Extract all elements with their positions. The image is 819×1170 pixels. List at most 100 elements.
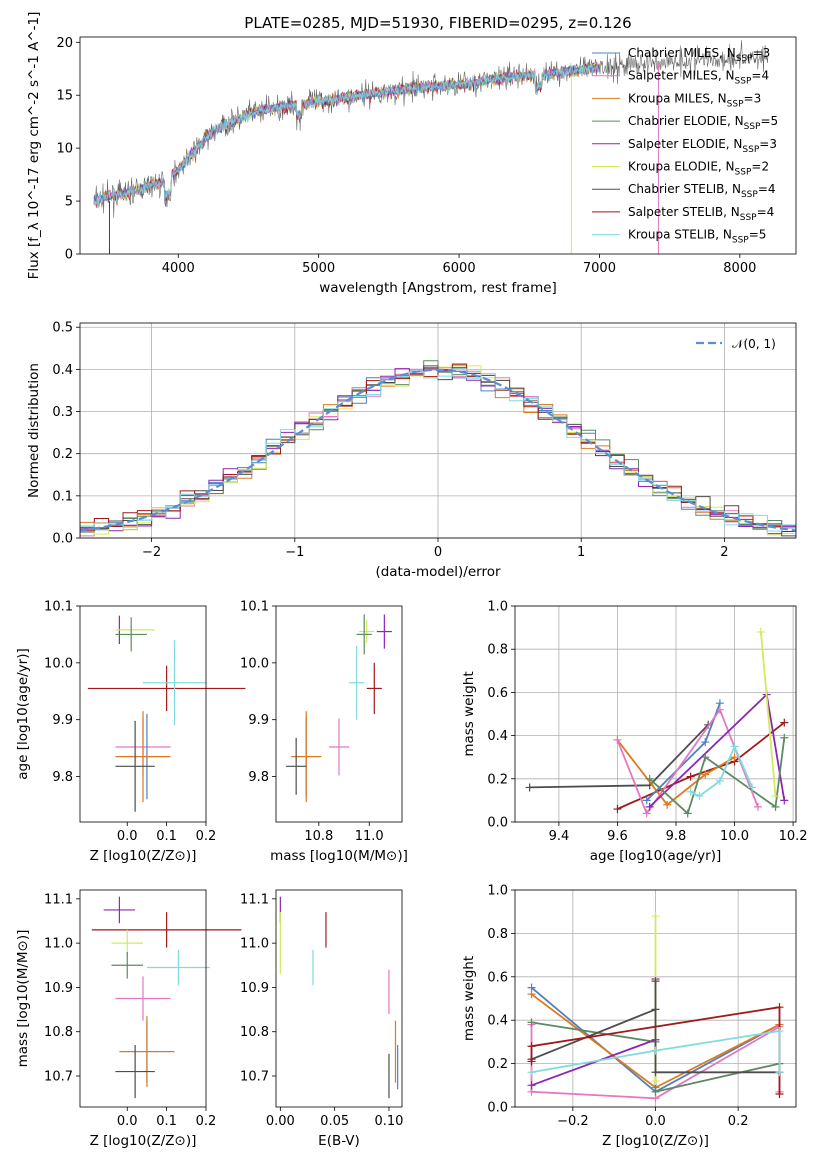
weight-marker: [527, 990, 536, 999]
y-tick-label: 0.6: [487, 970, 508, 985]
age-vs-mass-panel: 10.8 11.0 9.8 9.9 10.0 10.1 mass [log10(M/M⊙)]: [240, 600, 408, 865]
weight-marker: [527, 1081, 536, 1090]
spectrum-kroupa-miles: [93, 62, 600, 205]
x-tick-label: 0.1: [156, 1114, 177, 1129]
y-tick-label: 9.8: [52, 770, 73, 785]
y-tick-label: 10.8: [240, 1025, 269, 1040]
errorbar-chabrier-elodie: [356, 614, 372, 655]
errorbar-kroupa-miles: [119, 1016, 175, 1088]
y-tick-label: 0.8: [487, 927, 508, 942]
y-tick-label: 11.1: [240, 892, 269, 907]
weight-marker: [651, 912, 660, 921]
x-tick-label: 6000: [443, 261, 476, 276]
y-tick-label: 0.8: [487, 643, 508, 658]
legend-label: 𝒩(0, 1): [732, 337, 776, 351]
weight-marker: [780, 733, 789, 742]
weight-marker: [730, 753, 739, 762]
y-tick-label: 10.1: [44, 600, 73, 615]
errorbar-salpeter-miles: [328, 718, 350, 776]
errorbar-chabrier-elodie: [115, 617, 147, 652]
x-tick-label: 0: [434, 545, 442, 560]
spectrum-chabrier-elodie: [93, 61, 600, 205]
x-tick-label: 10.0: [720, 829, 749, 844]
errorbar-kroupa-stelib: [143, 640, 206, 726]
x-tick-label: 4000: [162, 261, 195, 276]
x-tick-label: 7000: [583, 261, 616, 276]
axes-frame: [275, 889, 403, 1108]
weight-marker: [651, 977, 660, 986]
weight-marker: [780, 796, 789, 805]
legend-label: Salpeter STELIB, NSSP=4: [628, 205, 774, 223]
y-tick-label: 9.9: [52, 713, 73, 728]
errorbar-chabrier-stelib: [115, 1045, 155, 1099]
x-tick-label: 2: [720, 545, 728, 560]
errorbar-chabrier-stelib: [115, 720, 155, 812]
weight-marker: [663, 800, 672, 809]
histogram-salpeter-stelib: [80, 364, 796, 532]
weight-marker: [683, 809, 692, 818]
legend-label: Chabrier MILES, NSSP=3: [628, 46, 770, 64]
x-axis-label: Z [log10(Z/Z⊙)]: [602, 1133, 709, 1149]
x-axis-label: mass [log10(M/M⊙)]: [270, 848, 408, 864]
legend-label: Kroupa ELODIE, NSSP=2: [628, 160, 769, 178]
axes-frame: [79, 36, 797, 255]
weight-series-kroupa-elodie: [756, 627, 780, 801]
weight-marker: [701, 770, 710, 779]
x-axis-label: age [log10(age/yr)]: [590, 848, 722, 864]
spectrum-legend: Chabrier MILES, NSSP=3 Salpeter MILES, NS…: [592, 46, 778, 246]
y-tick-label: 5: [65, 195, 73, 210]
weight-marker: [651, 1068, 660, 1077]
x-tick-label: 0.2: [728, 1114, 749, 1129]
y-tick-label: 0.2: [487, 1057, 508, 1072]
x-tick-label: 0.1: [156, 829, 177, 844]
weight-marker: [645, 802, 654, 811]
errorbar-kroupa-stelib: [146, 949, 210, 986]
spectrum-chabrier-miles: [93, 63, 600, 205]
mass-vs-extinction-panel: 0.00 0.05 0.10 10.7 10.8 10.9 11.0 11.1 E(B-V): [240, 889, 403, 1149]
weight-marker: [701, 738, 710, 747]
weight-series-chabrier-elodie: [645, 733, 789, 818]
y-tick-label: 10.9: [240, 981, 269, 996]
y-axis-label: mass [log10(M/M⊙)]: [15, 930, 31, 1068]
x-tick-label: 0.0: [117, 1114, 138, 1129]
y-tick-label: 11.1: [44, 892, 73, 907]
y-tick-label: 0.5: [52, 321, 73, 336]
weight-line: [531, 981, 780, 1074]
weight-marker: [771, 802, 780, 811]
x-tick-label: 9.4: [549, 829, 570, 844]
spectrum-salpeter-stelib: [93, 63, 600, 208]
residual-histogram-panel: −2 −1 0 1 2 0.0 0.1 0.2 0.3 0.4 0.5 (data-model)/er…: [26, 321, 797, 580]
weight-marker: [753, 802, 762, 811]
y-axis-label: Flux [f_λ 10^-17 erg cm^-2 s^-1 A^-1]: [26, 12, 42, 280]
x-tick-label: 0.2: [196, 1114, 217, 1129]
errorbar-kroupa-elodie: [359, 620, 375, 643]
y-tick-label: 10: [56, 142, 73, 157]
errorbar-chabrier-elodie: [111, 952, 143, 979]
weight-line: [760, 631, 777, 797]
weight-marker: [775, 1027, 784, 1036]
weight-marker: [775, 1003, 784, 1012]
legend-label: Chabrier ELODIE, NSSP=5: [628, 114, 778, 132]
y-tick-label: 9.9: [248, 713, 269, 728]
weight-marker: [780, 718, 789, 727]
figure-title: PLATE=0285, MJD=51930, FIBERID=0295, z=0…: [244, 14, 631, 32]
weight-marker: [715, 776, 724, 785]
weight-series-kroupa-stelib: [686, 742, 757, 801]
x-axis-label: Z [log10(Z/Z⊙)]: [90, 1133, 197, 1149]
age-vs-metallicity-panel: 0.0 0.1 0.2 9.8 9.9 10.0 10.1 Z [log10(Z/Z⊙)] ag…: [15, 600, 246, 864]
weight-marker: [695, 792, 704, 801]
spectrum-kroupa-elodie: [93, 62, 600, 206]
x-tick-label: −1: [285, 545, 304, 560]
weight-line: [529, 724, 709, 789]
x-axis-label: (data-model)/error: [375, 564, 501, 580]
weight-marker: [613, 735, 622, 744]
y-tick-label: 0: [65, 248, 73, 263]
y-tick-label: 0.0: [487, 816, 508, 831]
x-tick-label: −0.2: [557, 1114, 589, 1129]
weight-marker: [651, 1005, 660, 1014]
mass-weight-vs-metallicity-panel: −0.2 0.0 0.2 0.0 0.2 0.4 0.6 0.8 1.0 Z [log10(Z/Z…: [461, 884, 797, 1149]
x-tick-label: 0.00: [266, 1114, 295, 1129]
y-tick-label: 9.8: [248, 770, 269, 785]
errorbar-kroupa-miles: [115, 711, 171, 803]
